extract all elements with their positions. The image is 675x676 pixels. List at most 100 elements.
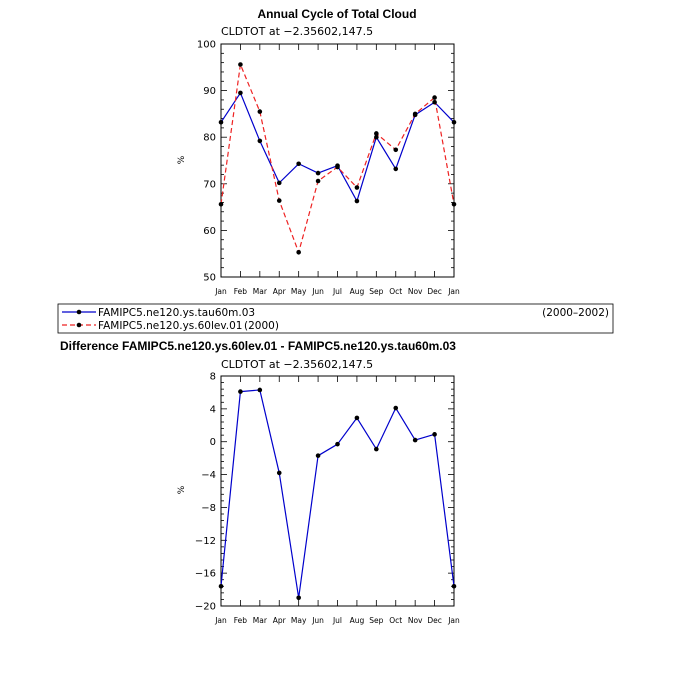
data-point-series-1 [238, 389, 243, 394]
data-point-series-1 [296, 161, 301, 167]
data-point-series-2 [393, 147, 399, 153]
y-tick-label: 60 [203, 226, 216, 237]
axis-ticks: 50 60 70 80 90 100 Jan Feb Mar Apr May Jun Jul Aug Sep… [197, 40, 460, 297]
plot-frame [220, 43, 455, 278]
series-lines [220, 389, 455, 599]
axis-ticks: −20 −16 −12 −8 −4 0 4 8 Jan Feb Mar Apr May Jun Jul Aug… [195, 372, 460, 626]
x-tick-label: Jan [447, 616, 460, 625]
data-point-series-2 [412, 111, 418, 117]
legend-marker-series-1 [76, 309, 82, 315]
x-tick-label: Jan [214, 616, 227, 625]
y-tick-label: 100 [197, 40, 216, 51]
data-point-series-1 [432, 99, 437, 105]
x-tick-label: Mar [253, 287, 268, 296]
x-tick-label: Oct [389, 287, 402, 296]
legend-label-series-1: FAMIPC5.ne120.ys.tau60m.03 [98, 307, 255, 319]
data-point-series-1 [257, 138, 263, 144]
data-point-series-1 [218, 583, 224, 589]
data-point-series-1 [374, 446, 379, 452]
y-tick-label: −4 [201, 470, 216, 481]
data-point-series-2 [315, 178, 321, 184]
data-point-series-2 [296, 250, 301, 255]
x-tick-label: Jun [311, 616, 324, 625]
series-points [218, 387, 457, 601]
data-point-series-1 [412, 437, 418, 443]
x-tick-label: Dec [427, 287, 442, 296]
data-point-series-1 [276, 180, 282, 186]
y-tick-label: 8 [210, 372, 216, 383]
data-point-series-2 [374, 131, 379, 136]
legend-marker-series-2 [76, 322, 82, 328]
series-line-1 [220, 92, 455, 202]
data-point-series-1 [354, 415, 360, 421]
x-tick-label: Jan [214, 287, 227, 296]
legend-period-series-1: (2000–2002) [542, 307, 609, 319]
legend-period-series-2: (2000) [244, 320, 279, 332]
x-tick-label: May [291, 616, 307, 625]
data-point-series-1 [335, 441, 340, 447]
chart-subtitle: CLDTOT at −2.35602,147.5 [221, 25, 373, 38]
difference-chart: Difference FAMIPC5.ne120.ys.60lev.01 - F… [60, 339, 460, 625]
x-tick-label: Jul [332, 616, 342, 625]
x-tick-label: Apr [273, 616, 287, 625]
data-point-series-1 [218, 119, 224, 125]
x-tick-label: Aug [350, 616, 365, 625]
series-line-1 [220, 389, 455, 599]
x-tick-label: May [291, 287, 307, 296]
chart-subtitle: CLDTOT at −2.35602,147.5 [221, 358, 373, 371]
data-point-series-2 [276, 198, 282, 203]
x-tick-label: Jan [447, 287, 460, 296]
y-tick-label: 70 [203, 179, 216, 190]
data-point-series-2 [432, 95, 437, 100]
data-point-series-1 [238, 90, 243, 96]
x-tick-label: Mar [253, 616, 268, 625]
x-tick-label: Jun [311, 287, 324, 296]
legend-label-series-2: FAMIPC5.ne120.ys.60lev.01 [98, 320, 242, 332]
plot-frame [220, 375, 455, 607]
x-tick-label: Oct [389, 616, 402, 625]
y-tick-label: −20 [195, 602, 216, 613]
data-point-series-2 [257, 109, 263, 114]
series-line-2 [220, 63, 455, 253]
y-tick-label: 90 [203, 86, 216, 97]
data-point-series-2 [451, 202, 457, 207]
x-tick-label: Feb [234, 287, 248, 296]
data-point-series-1 [374, 134, 379, 140]
y-tick-label: 80 [203, 133, 216, 144]
annual-cycle-chart: Annual Cycle of Total Cloud CLDTOT at −2… [177, 7, 460, 296]
data-point-series-1 [451, 119, 457, 125]
chart-title: Difference FAMIPC5.ne120.ys.60lev.01 - F… [60, 339, 456, 353]
data-point-series-1 [393, 405, 399, 411]
y-tick-label: 0 [210, 437, 216, 448]
series-lines [220, 63, 455, 253]
data-point-series-1 [354, 198, 360, 204]
x-tick-label: Dec [427, 616, 442, 625]
data-point-series-2 [354, 185, 360, 190]
x-tick-label: Jul [332, 287, 342, 296]
data-point-series-1 [315, 453, 321, 458]
y-axis-label: % [177, 485, 187, 494]
y-tick-label: −8 [201, 503, 216, 514]
data-point-series-1 [315, 170, 321, 176]
series-points [218, 62, 457, 255]
chart-title: Annual Cycle of Total Cloud [257, 7, 416, 21]
data-point-series-1 [393, 166, 399, 172]
x-tick-label: Aug [350, 287, 365, 296]
x-tick-label: Apr [273, 287, 287, 296]
data-point-series-1 [257, 387, 263, 393]
data-point-series-1 [276, 470, 282, 476]
legend-frame [57, 303, 614, 334]
data-point-series-2 [335, 164, 340, 170]
data-point-series-1 [296, 595, 301, 601]
data-point-series-2 [218, 202, 224, 207]
data-point-series-1 [451, 583, 457, 589]
data-point-series-2 [238, 62, 243, 67]
x-tick-label: Nov [408, 287, 423, 296]
y-tick-label: −12 [195, 536, 216, 547]
x-tick-label: Sep [369, 287, 383, 296]
x-tick-label: Feb [234, 616, 248, 625]
y-tick-label: 4 [210, 404, 216, 415]
y-tick-label: −16 [195, 569, 216, 580]
y-axis-label: % [177, 155, 187, 164]
